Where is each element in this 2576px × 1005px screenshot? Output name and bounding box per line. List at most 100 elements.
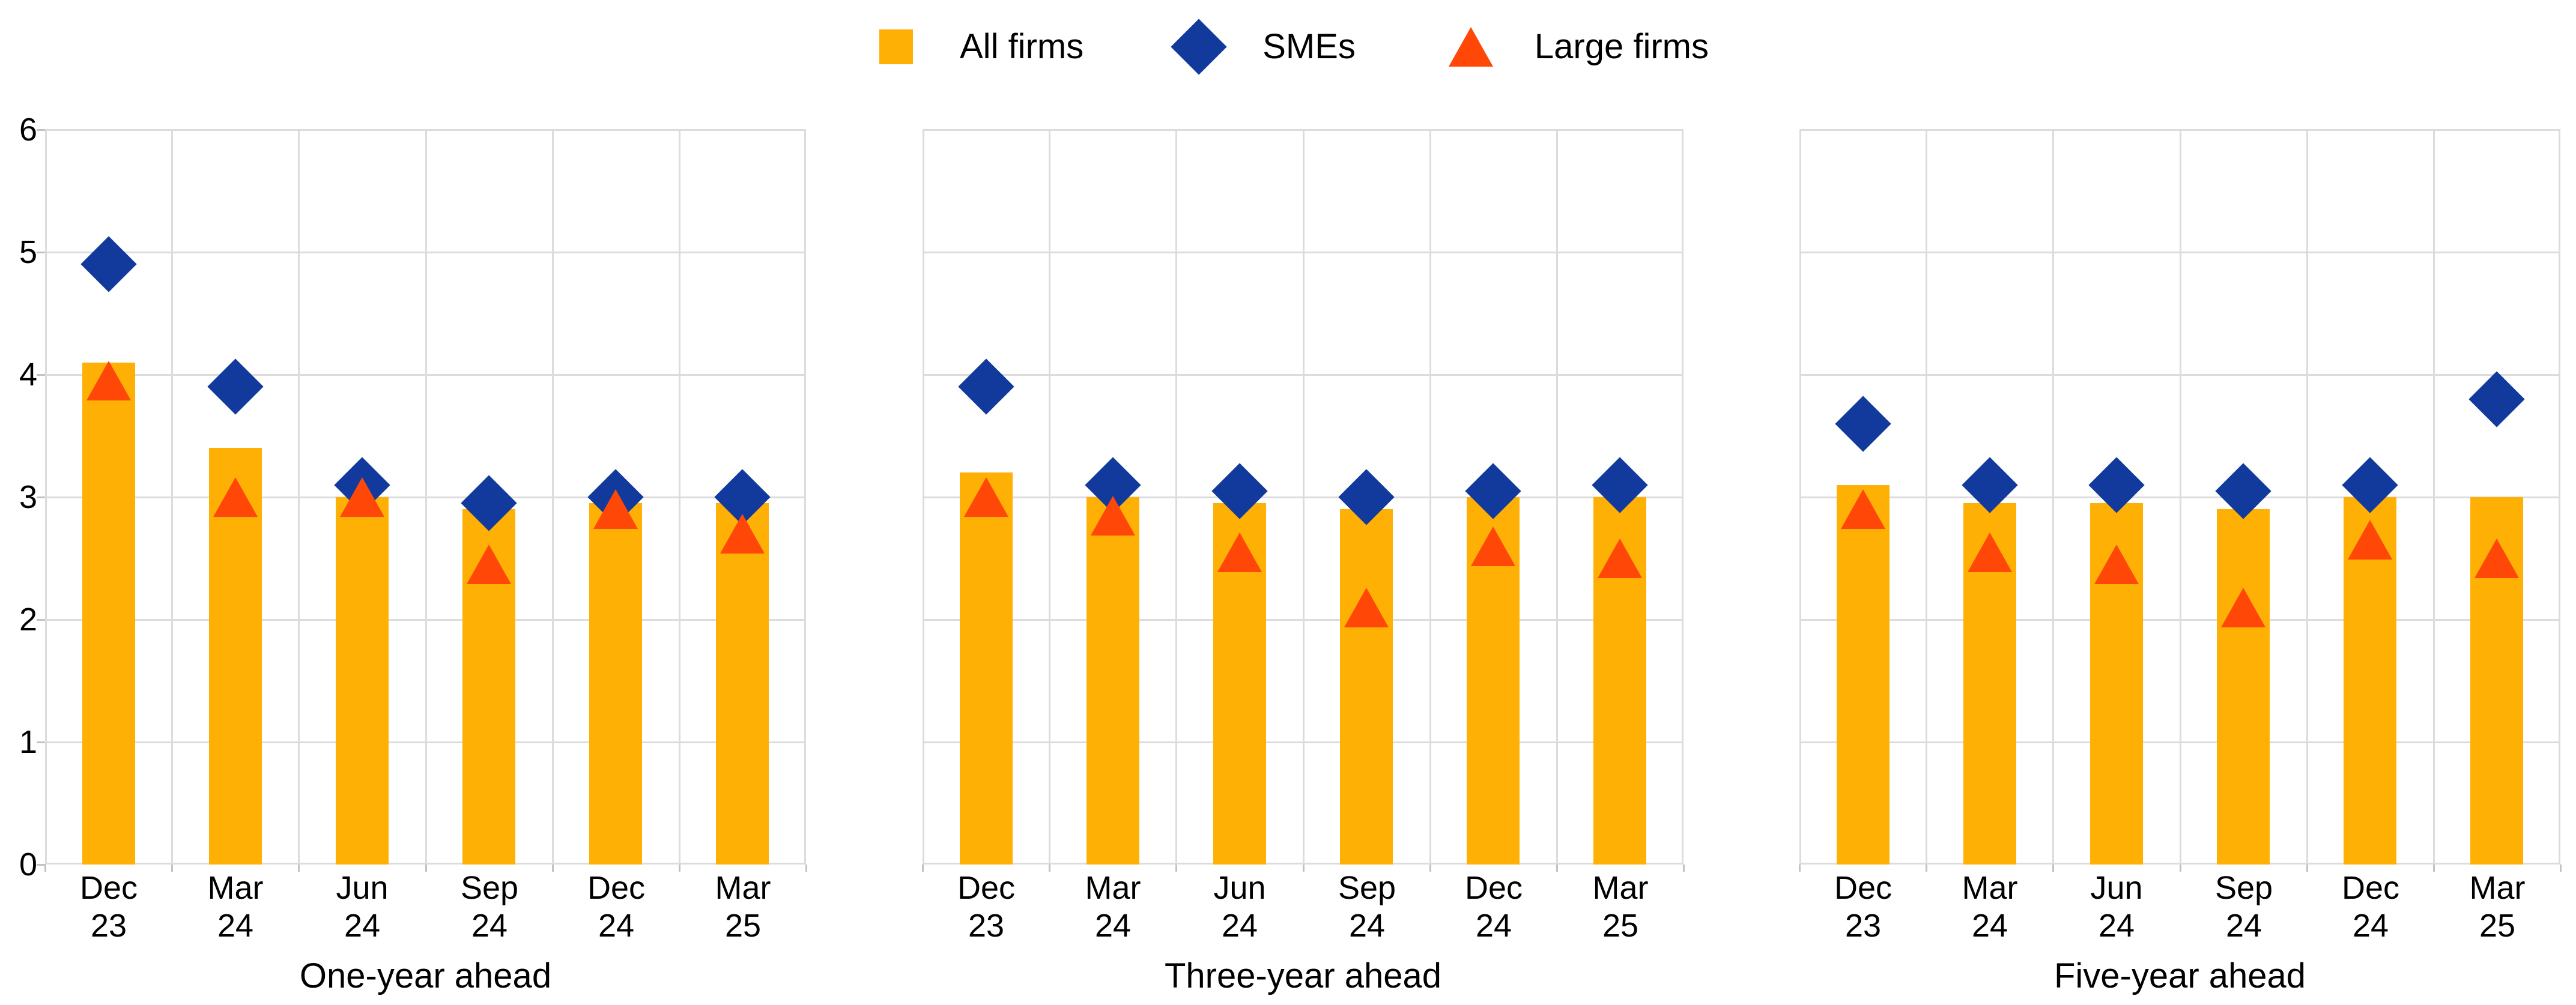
y-tick-label: 5 [19,234,37,270]
gridline [804,130,806,865]
bar-all-firms [2217,509,2270,865]
panel-five-year-ahead [1799,129,2560,865]
y-tick-label: 3 [19,479,37,515]
x-tick-label-line: Mar [1962,870,2018,906]
bar-all-firms [82,363,135,865]
y-tick [37,864,45,866]
x-tick [1049,865,1050,872]
gridline [1303,130,1305,865]
y-tick [37,129,45,131]
x-tick-label-line: 24 [1475,908,1512,944]
y-tick-label: 0 [19,847,37,883]
x-axis-title: Three-year ahead [1164,956,1442,995]
x-tick-label-line: Dec [957,870,1016,906]
x-tick [1175,865,1177,872]
x-tick-label-line: 23 [90,908,127,944]
gridline [923,130,924,865]
x-tick [1799,865,1801,872]
marker-smes [1835,396,1891,452]
gridline [2052,130,2054,865]
x-tick [2433,865,2435,872]
marker-large-firms [2221,588,2265,627]
x-tick-label: Sep 24 [1303,869,1431,945]
marker-smes [958,358,1014,415]
x-tick-label-line: 24 [1348,908,1386,944]
marker-large-firms [340,477,384,517]
bar-all-firms [716,503,769,865]
gridline [1556,130,1558,865]
x-tick-label-line: 24 [2352,908,2389,944]
bar-all-firms [209,448,262,865]
x-tick-label-line: Dec [79,870,138,906]
y-tick-label: 2 [19,602,37,638]
marker-large-firms [1217,533,1262,572]
x-tick [922,865,924,872]
y-tick [37,374,45,376]
x-tick-label: Dec 23 [45,869,172,945]
marker-smes [80,236,137,292]
triangle-icon [1442,18,1500,76]
gridline [2433,130,2435,865]
bar-all-firms [960,472,1013,865]
x-tick-label-line: 23 [1844,908,1882,944]
x-tick-label: Sep 24 [2180,869,2308,945]
x-tick-label-line: 24 [471,908,508,944]
gridline [552,130,554,865]
y-tick [37,496,45,498]
x-tick-label-line: Mar [1085,870,1141,906]
x-tick-label: Dec 24 [1430,869,1557,945]
x-tick-label-line: Sep [1338,870,1396,906]
marker-smes [2468,371,2525,427]
x-tick-label-line: Mar [1592,870,1649,906]
marker-large-firms [1968,533,2012,572]
x-tick-label: Sep 24 [426,869,553,945]
gridline [171,130,173,865]
marker-large-firms [593,489,638,529]
x-tick-label: Dec 23 [1799,869,1927,945]
x-tick-label: Jun 24 [1176,869,1303,945]
x-tick-label: Mar 24 [1926,869,2053,945]
marker-large-firms [467,545,511,584]
panel-one-year-ahead [45,129,806,865]
x-tick-label-line: 25 [2479,908,2516,944]
x-tick-label: Dec 24 [553,869,680,945]
marker-large-firms [1344,588,1389,627]
gridline [1429,130,1431,865]
x-tick-label-line: 24 [344,908,381,944]
marker-large-firms [2348,520,2392,560]
gridline [2180,130,2181,865]
x-tick-label-line: Dec [2341,870,2400,906]
x-tick [805,865,807,872]
x-tick [298,865,300,872]
x-tick-label: Jun 24 [299,869,426,945]
gridline [1682,130,1683,865]
x-axis-title: Five-year ahead [2053,956,2306,995]
marker-large-firms [1841,489,1885,529]
marker-large-firms [2474,539,2519,578]
bar-all-firms [1086,497,1139,865]
y-tick-label: 4 [19,357,37,393]
x-tick-label-line: 24 [1221,908,1258,944]
x-tick-label: Mar 24 [172,869,299,945]
x-tick [1429,865,1431,872]
x-tick-label-line: 24 [2098,908,2135,944]
gridline [1926,130,1927,865]
x-tick [679,865,680,872]
x-tick [44,865,46,872]
bar-all-firms [1340,509,1393,865]
marker-large-firms [213,477,258,517]
gridline [2306,130,2308,865]
x-tick-label-line: Dec [1464,870,1523,906]
bar-all-firms [1837,485,1890,865]
marker-large-firms [1471,527,1515,566]
gridline [2559,130,2560,865]
bar-swatch-icon [867,18,925,76]
gridline [45,130,47,865]
gridline [1799,130,1801,865]
x-tick [552,865,554,872]
x-tick-label-line: 25 [1602,908,1639,944]
gridline [679,130,680,865]
legend-label-smes: SMEs [1262,27,1356,66]
marker-large-firms [2094,545,2139,584]
